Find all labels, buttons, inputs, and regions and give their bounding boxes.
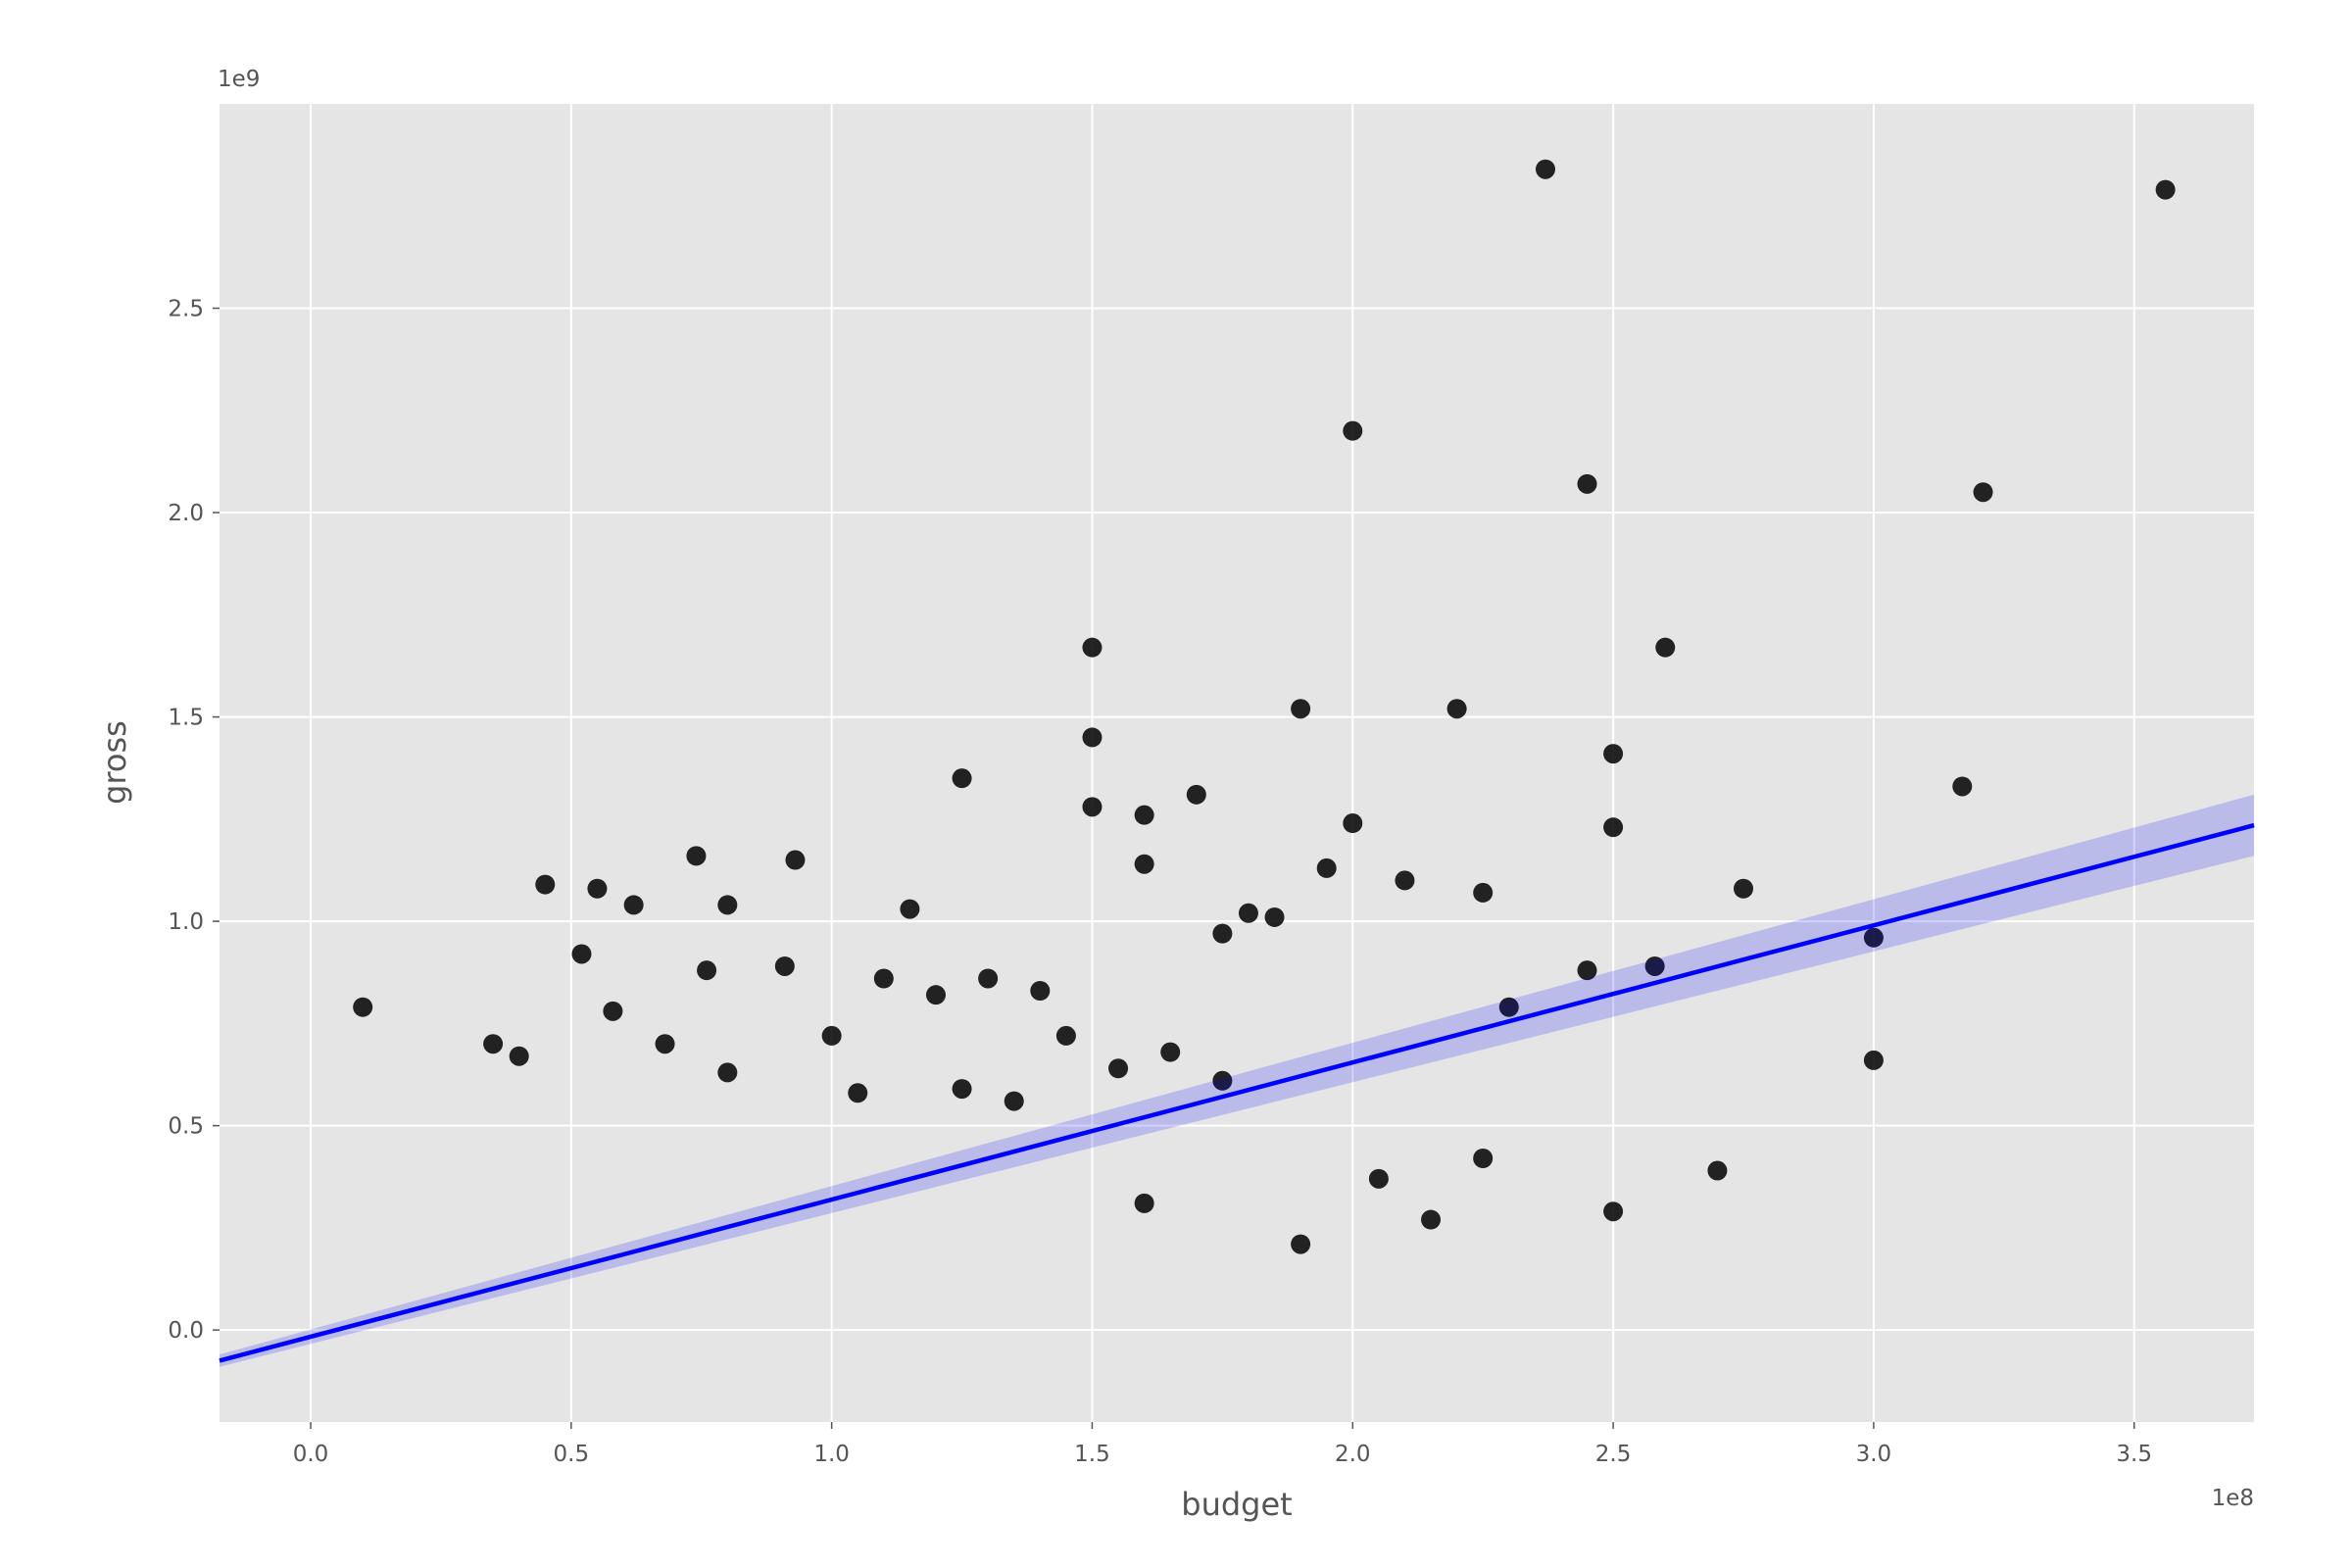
y-tick-label: 2.5 — [168, 297, 204, 322]
data-point — [1644, 956, 1665, 976]
data-point — [509, 1046, 529, 1066]
data-point — [717, 895, 738, 915]
data-point — [900, 899, 920, 919]
data-point — [1186, 784, 1206, 805]
regression-fit — [219, 794, 2255, 1367]
data-point — [1734, 878, 1754, 899]
data-point — [571, 944, 592, 964]
data-point — [1134, 854, 1154, 874]
x-tick-label: 0.0 — [293, 1442, 329, 1467]
data-point — [873, 968, 894, 989]
data-point — [1160, 1042, 1181, 1062]
y-tick-label: 0.0 — [168, 1318, 204, 1344]
data-point — [1603, 1201, 1624, 1222]
data-point — [1473, 882, 1494, 903]
data-point — [1577, 960, 1597, 981]
x-tick-label: 1.0 — [813, 1442, 850, 1467]
y-tick-label: 0.5 — [168, 1114, 204, 1140]
data-point — [1603, 817, 1624, 838]
data-point — [1082, 637, 1102, 658]
data-point — [952, 1079, 972, 1100]
x-tick-label: 1.5 — [1074, 1442, 1110, 1467]
y-tick-label: 2.0 — [168, 501, 204, 526]
data-point — [1316, 858, 1337, 878]
data-point — [1212, 1070, 1233, 1091]
x-tick-label: 3.5 — [2116, 1442, 2152, 1467]
x-tick-label: 0.5 — [554, 1442, 590, 1467]
data-point — [1707, 1160, 1728, 1181]
data-point — [1291, 1234, 1311, 1254]
data-point — [1238, 903, 1258, 923]
data-point — [717, 1062, 738, 1083]
data-point — [925, 985, 946, 1005]
data-point — [353, 997, 373, 1017]
x-tick-label: 2.5 — [1595, 1442, 1632, 1467]
data-point — [785, 850, 806, 870]
data-point — [1863, 927, 1884, 948]
data-point — [1498, 997, 1519, 1017]
data-point — [1535, 159, 1555, 179]
data-point — [587, 878, 608, 899]
data-point — [535, 874, 556, 895]
data-point — [848, 1083, 868, 1103]
data-point — [1212, 923, 1233, 944]
data-point — [1004, 1091, 1024, 1111]
x-tick-label: 2.0 — [1335, 1442, 1371, 1467]
data-point — [821, 1025, 842, 1046]
data-point — [774, 956, 795, 976]
data-point — [1134, 805, 1154, 825]
data-point — [1421, 1209, 1442, 1230]
data-point — [1134, 1193, 1154, 1213]
data-point — [1082, 727, 1102, 748]
data-point — [2155, 179, 2176, 200]
data-point — [1863, 1050, 1884, 1070]
data-point — [1473, 1149, 1494, 1168]
data-point — [1368, 1168, 1389, 1189]
y-tick-label: 1.0 — [168, 909, 204, 935]
data-point — [697, 960, 717, 981]
data-point — [1343, 813, 1363, 834]
y-axis-label: gross — [96, 720, 133, 805]
data-point — [1446, 699, 1467, 719]
data-point — [655, 1034, 675, 1054]
data-point — [1655, 637, 1676, 658]
data-point — [952, 768, 972, 789]
x-tick-labels: 0.0 0.5 1.0 1.5 2.0 2.5 3.0 3.5 — [293, 1422, 2152, 1467]
data-point — [603, 1001, 623, 1021]
data-point — [1395, 870, 1415, 891]
data-point — [1108, 1058, 1129, 1079]
plot-area-background — [220, 104, 2254, 1422]
y-axis-offset-label: 1e9 — [218, 67, 260, 92]
data-point — [1603, 744, 1624, 764]
data-point — [1577, 473, 1597, 494]
data-point — [978, 968, 999, 989]
data-point — [1291, 699, 1311, 719]
data-point — [1973, 482, 1993, 503]
regression-line — [219, 822, 2255, 1363]
confidence-band — [220, 794, 2254, 1367]
x-axis-label: budget — [1181, 1486, 1292, 1523]
y-tick-labels: 0.0 0.5 1.0 1.5 2.0 2.5 — [168, 297, 220, 1344]
y-tick-label: 1.5 — [168, 706, 204, 731]
x-axis-offset-label: 1e8 — [2212, 1486, 2254, 1511]
data-point — [1082, 797, 1102, 817]
data-point — [686, 846, 707, 866]
data-point — [1055, 1025, 1076, 1046]
x-tick-label: 3.0 — [1856, 1442, 1892, 1467]
data-point — [623, 895, 644, 915]
data-point — [1343, 420, 1363, 441]
data-point — [1264, 906, 1285, 927]
data-points — [353, 159, 2176, 1254]
data-point — [1952, 776, 1973, 797]
data-point — [1030, 981, 1051, 1002]
data-point — [483, 1034, 504, 1054]
